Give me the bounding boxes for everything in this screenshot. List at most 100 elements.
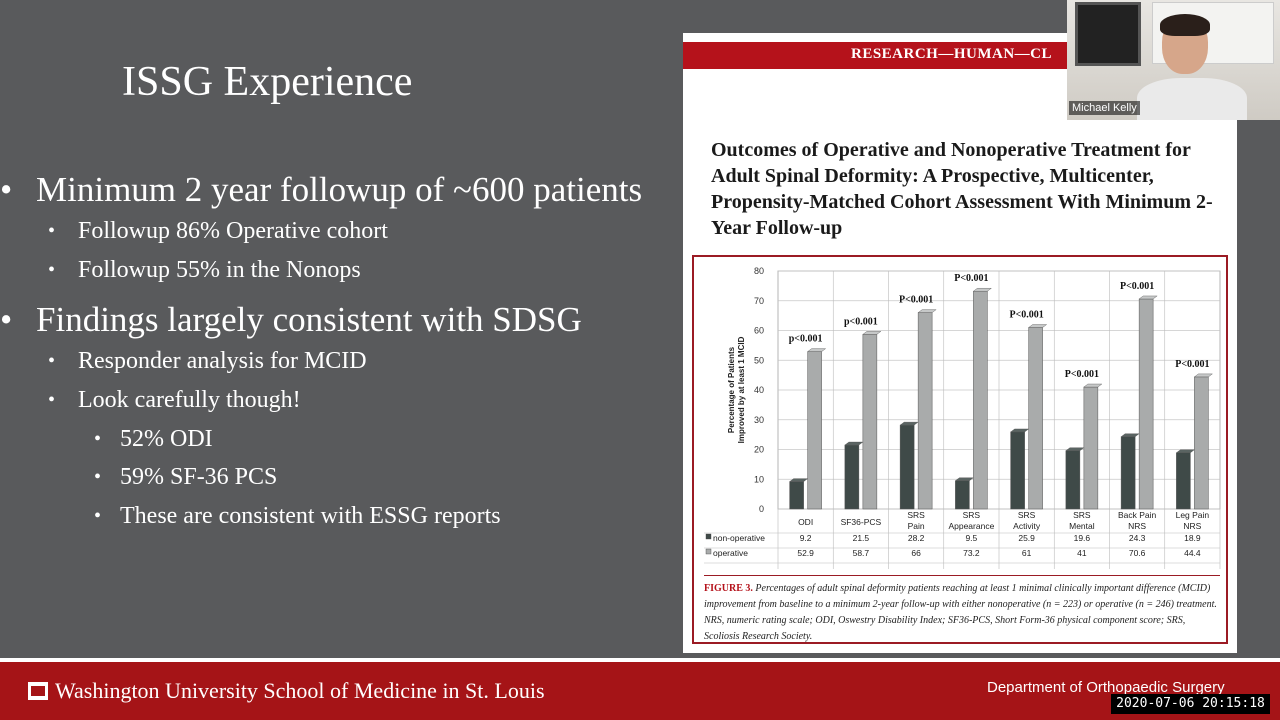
bullet-text: 59% SF-36 PCS	[120, 464, 278, 490]
table-value: 25.9	[1018, 533, 1035, 543]
table-value: 21.5	[853, 533, 870, 543]
y-tick-label: 70	[754, 296, 764, 306]
paper-title: Outcomes of Operative and Nonoperative T…	[711, 139, 1213, 239]
monitor-shape	[1075, 2, 1141, 66]
bullet-level-2: • Followup 55% in the Nonops	[48, 257, 361, 284]
bullet-glyph: •	[0, 170, 13, 209]
bullet-level-1: • Minimum 2 year followup of ~600 patient…	[0, 170, 643, 210]
p-value-label: P<0.001	[899, 295, 933, 306]
bar-cap-operative	[972, 288, 992, 292]
person-body	[1137, 78, 1247, 120]
bullet-glyph: •	[48, 259, 56, 281]
bar-operative	[862, 334, 878, 510]
legend-label: non-operative	[713, 533, 765, 543]
paper-excerpt: RESEARCH—HUMAN—CL Outcomes of Operative …	[683, 33, 1237, 653]
table-value: 58.7	[853, 548, 870, 558]
bullet-level-2: • Followup 86% Operative cohort	[48, 218, 388, 245]
y-tick-label: 80	[754, 266, 764, 276]
bullet-text: These are consistent with ESSG reports	[120, 503, 501, 529]
bar-cap-operative	[1028, 324, 1048, 328]
legend-swatch-non-operative	[705, 533, 712, 540]
category-label: SRS	[963, 510, 981, 520]
bullet-level-1: • Findings largely consistent with SDSG	[0, 300, 582, 340]
category-label: Back Pain	[1118, 510, 1157, 520]
participant-video[interactable]: Michael Kelly	[1067, 0, 1280, 120]
university-crest-icon	[28, 682, 48, 700]
table-value: 66	[911, 548, 921, 558]
bullet-text: Minimum 2 year followup of ~600 patients	[36, 170, 643, 209]
bullet-glyph: •	[48, 389, 56, 411]
bar-non-operative	[1065, 450, 1081, 510]
category-label: Appearance	[948, 521, 994, 531]
legend-label: operative	[713, 548, 748, 558]
paper-section-header: RESEARCH—HUMAN—CL	[851, 46, 1053, 62]
category-label: SRS	[1073, 510, 1091, 520]
caption-text: Percentages of adult spinal deformity pa…	[704, 583, 1217, 642]
table-value: 44.4	[1184, 548, 1201, 558]
participant-name: Michael Kelly	[1069, 101, 1140, 115]
bullet-level-2: • Look carefully though!	[48, 387, 301, 414]
bar-non-operative	[789, 481, 804, 510]
p-value-label: p<0.001	[789, 334, 823, 345]
table-value: 19.6	[1074, 533, 1091, 543]
bar-non-operative	[1120, 436, 1136, 510]
bar-cap-operative	[1083, 383, 1103, 388]
y-tick-label: 20	[754, 445, 764, 455]
p-value-label: P<0.001	[1009, 310, 1043, 321]
university-name: Washington University School of Medicine…	[55, 678, 545, 703]
bar-cap-operative	[1138, 295, 1158, 300]
person-hair	[1160, 14, 1210, 36]
y-tick-label: 30	[754, 415, 764, 425]
p-value-label: p<0.001	[844, 316, 878, 327]
bar-non-operative	[844, 444, 860, 510]
y-tick-label: 60	[754, 326, 764, 336]
table-value: 61	[1022, 548, 1032, 558]
category-label: Leg Pain	[1176, 510, 1210, 520]
category-label: Activity	[1013, 521, 1041, 531]
y-axis-label-line: Improved by at least 1 MCID	[737, 336, 746, 443]
bullet-glyph: •	[48, 220, 56, 242]
bullet-level-3: • 59% SF-36 PCS	[94, 464, 278, 491]
category-label: NRS	[1183, 521, 1201, 531]
table-value: 28.2	[908, 533, 925, 543]
bullet-glyph: •	[94, 505, 102, 527]
table-value: 24.3	[1129, 533, 1146, 543]
bullet-glyph: •	[94, 428, 102, 450]
bar-operative	[807, 351, 822, 510]
bar-non-operative	[955, 480, 970, 510]
table-value: 9.5	[965, 533, 977, 543]
table-value: 41	[1077, 548, 1087, 558]
bar-operative	[1194, 376, 1209, 510]
bullet-text: Findings largely consistent with SDSG	[36, 300, 582, 339]
y-tick-label: 50	[754, 355, 764, 365]
slide-footer: Washington University School of Medicine…	[0, 658, 1280, 720]
bullet-text: Followup 55% in the Nonops	[78, 257, 361, 283]
category-label: ODI	[798, 517, 813, 527]
figure-caption: FIGURE 3. Percentages of adult spinal de…	[704, 581, 1220, 645]
table-value: 52.9	[797, 548, 814, 558]
bar-non-operative	[1176, 452, 1191, 510]
table-value: 18.9	[1184, 533, 1201, 543]
caption-label: FIGURE 3.	[704, 583, 753, 594]
bar-cap-operative	[1193, 373, 1213, 378]
legend-swatch-operative	[705, 548, 712, 555]
p-value-label: P<0.001	[1120, 281, 1154, 292]
bar-operative	[1138, 298, 1154, 510]
table-value: 9.2	[800, 533, 812, 543]
category-label: SRS	[907, 510, 925, 520]
category-label: Pain	[908, 521, 925, 531]
category-label: Mental	[1069, 521, 1095, 531]
category-label: SF36-PCS	[841, 517, 882, 527]
table-value: 70.6	[1129, 548, 1146, 558]
bullet-level-2: • Responder analysis for MCID	[48, 348, 367, 375]
bar-operative	[973, 290, 988, 510]
caption-divider	[704, 575, 1220, 576]
table-value: 73.2	[963, 548, 980, 558]
bar-non-operative	[899, 424, 915, 510]
bar-cap-operative	[807, 348, 827, 352]
category-label: NRS	[1128, 521, 1146, 531]
bullet-glyph: •	[94, 466, 102, 488]
bar-operative	[1083, 386, 1099, 510]
bullet-glyph: •	[0, 300, 13, 339]
department-name: Department of Orthopaedic Surgery	[987, 679, 1225, 696]
